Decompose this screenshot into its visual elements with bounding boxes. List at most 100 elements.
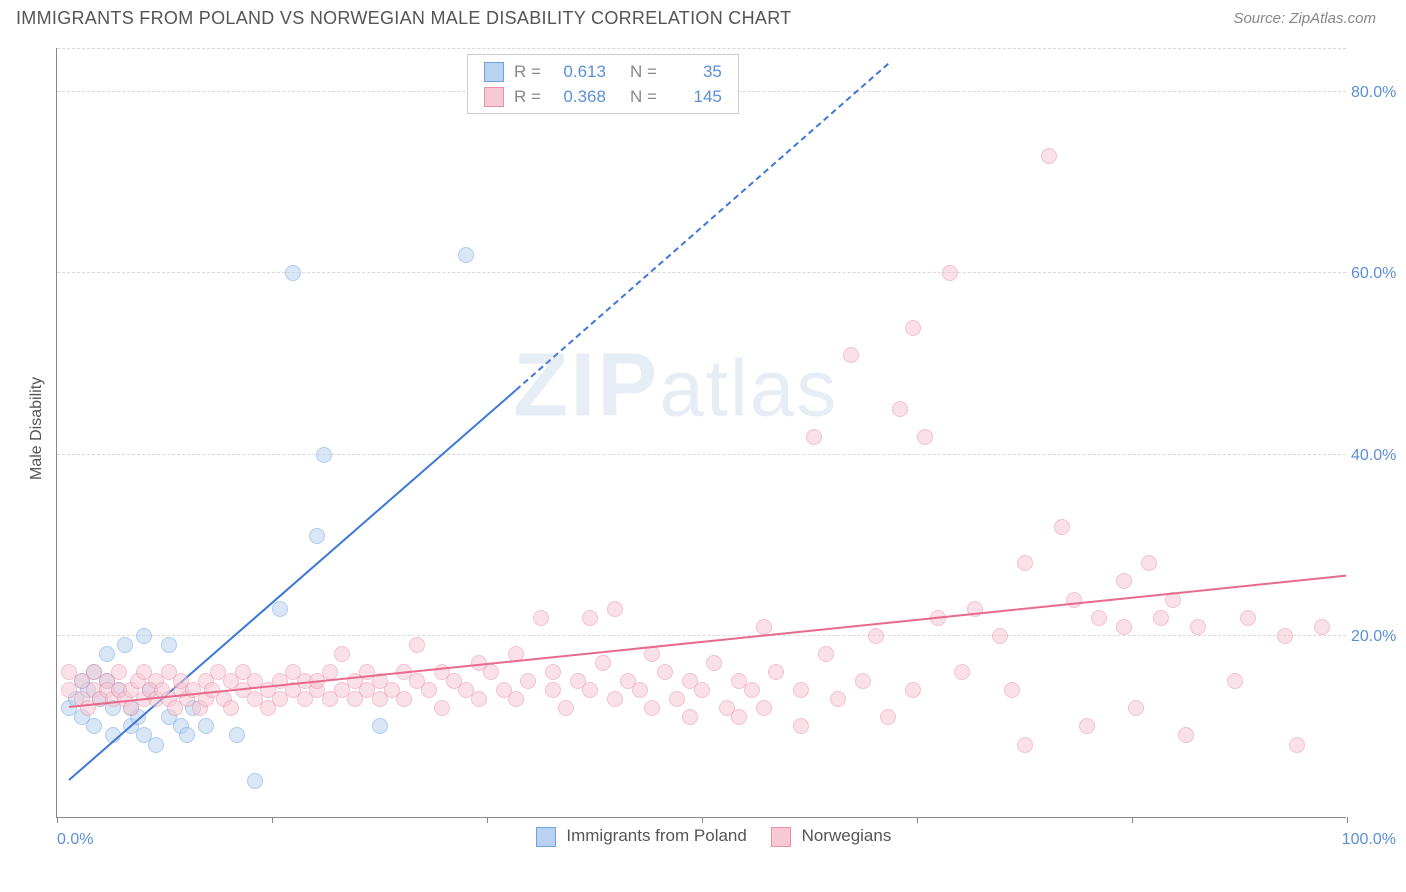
scatter-point-poland xyxy=(198,718,214,734)
scatter-point-norwegians xyxy=(657,664,673,680)
legend-swatch-icon xyxy=(484,87,504,107)
watermark-light: atlas xyxy=(659,344,838,433)
x-tick-mark xyxy=(57,817,58,823)
scatter-point-norwegians xyxy=(1041,148,1057,164)
scatter-point-norwegians xyxy=(892,401,908,417)
scatter-point-norwegians xyxy=(1116,619,1132,635)
scatter-point-norwegians xyxy=(545,682,561,698)
scatter-point-norwegians xyxy=(793,682,809,698)
scatter-point-norwegians xyxy=(533,610,549,626)
scatter-point-norwegians xyxy=(905,320,921,336)
scatter-point-norwegians xyxy=(756,700,772,716)
y-tick-label: 60.0% xyxy=(1351,265,1406,283)
scatter-point-norwegians xyxy=(421,682,437,698)
scatter-point-norwegians xyxy=(396,691,412,707)
legend-n-label: N = xyxy=(630,59,657,84)
x-tick-mark xyxy=(702,817,703,823)
scatter-point-norwegians xyxy=(1277,628,1293,644)
scatter-point-norwegians xyxy=(942,265,958,281)
scatter-point-norwegians xyxy=(582,610,598,626)
y-tick-label: 40.0% xyxy=(1351,447,1406,465)
scatter-point-norwegians xyxy=(1227,673,1243,689)
scatter-point-poland xyxy=(272,601,288,617)
gridline xyxy=(57,454,1346,455)
scatter-point-norwegians xyxy=(756,619,772,635)
x-tick-mark xyxy=(487,817,488,823)
legend-series-label: Norwegians xyxy=(797,826,892,845)
scatter-point-norwegians xyxy=(582,682,598,698)
scatter-point-poland xyxy=(372,718,388,734)
legend-swatch-icon xyxy=(536,827,556,847)
gridline xyxy=(57,635,1346,636)
x-tick-mark xyxy=(1132,817,1133,823)
scatter-point-norwegians xyxy=(1116,573,1132,589)
x-tick-mark xyxy=(1347,817,1348,823)
scatter-point-norwegians xyxy=(917,429,933,445)
legend-r-value: 0.368 xyxy=(551,84,606,109)
legend-swatch-icon xyxy=(771,827,791,847)
y-axis-label: Male Disability xyxy=(28,377,46,480)
legend-n-value: 145 xyxy=(667,84,722,109)
scatter-point-norwegians xyxy=(1240,610,1256,626)
scatter-point-norwegians xyxy=(1079,718,1095,734)
legend-r-label: R = xyxy=(514,59,541,84)
scatter-point-norwegians xyxy=(905,682,921,698)
scatter-point-poland xyxy=(148,737,164,753)
gridline xyxy=(57,48,1346,49)
scatter-point-norwegians xyxy=(334,646,350,662)
legend-swatch-icon xyxy=(484,62,504,82)
chart-title: IMMIGRANTS FROM POLAND VS NORWEGIAN MALE… xyxy=(16,8,791,29)
scatter-point-norwegians xyxy=(1017,737,1033,753)
scatter-point-poland xyxy=(161,637,177,653)
scatter-point-poland xyxy=(316,447,332,463)
scatter-point-norwegians xyxy=(508,691,524,707)
gridline xyxy=(57,272,1346,273)
scatter-point-norwegians xyxy=(632,682,648,698)
scatter-point-norwegians xyxy=(1178,727,1194,743)
y-tick-label: 20.0% xyxy=(1351,628,1406,646)
scatter-point-norwegians xyxy=(434,700,450,716)
legend-series-label: Immigrants from Poland xyxy=(562,826,747,845)
scatter-point-norwegians xyxy=(992,628,1008,644)
x-axis-max-label: 100.0% xyxy=(1342,831,1396,849)
scatter-point-poland xyxy=(99,646,115,662)
scatter-point-norwegians xyxy=(1153,610,1169,626)
scatter-point-norwegians xyxy=(868,628,884,644)
scatter-point-poland xyxy=(309,528,325,544)
legend-r-value: 0.613 xyxy=(551,59,606,84)
legend-r-label: R = xyxy=(514,84,541,109)
scatter-point-norwegians xyxy=(520,673,536,689)
chart-plot-area: ZIPatlas R =0.613N =35R =0.368N =145 Imm… xyxy=(56,48,1346,818)
x-tick-mark xyxy=(272,817,273,823)
legend-n-value: 35 xyxy=(667,59,722,84)
watermark-bold: ZIP xyxy=(513,336,659,436)
scatter-point-norwegians xyxy=(1190,619,1206,635)
scatter-point-norwegians xyxy=(607,691,623,707)
scatter-point-norwegians xyxy=(1004,682,1020,698)
scatter-point-norwegians xyxy=(1289,737,1305,753)
legend-series: Immigrants from Poland Norwegians xyxy=(57,826,1346,847)
scatter-point-norwegians xyxy=(694,682,710,698)
scatter-point-norwegians xyxy=(768,664,784,680)
scatter-point-norwegians xyxy=(1314,619,1330,635)
scatter-point-norwegians xyxy=(682,709,698,725)
scatter-point-norwegians xyxy=(545,664,561,680)
scatter-point-norwegians xyxy=(607,601,623,617)
legend-stat-row: R = 0.368 N = 145 xyxy=(484,84,722,109)
x-tick-mark xyxy=(917,817,918,823)
scatter-point-norwegians xyxy=(954,664,970,680)
scatter-point-norwegians xyxy=(223,700,239,716)
scatter-point-poland xyxy=(247,773,263,789)
scatter-point-norwegians xyxy=(843,347,859,363)
chart-source: Source: ZipAtlas.com xyxy=(1233,10,1376,27)
legend-n-label: N = xyxy=(630,84,657,109)
scatter-point-norwegians xyxy=(1054,519,1070,535)
scatter-point-norwegians xyxy=(855,673,871,689)
legend-stat-row: R = 0.613 N = 35 xyxy=(484,59,722,84)
scatter-point-norwegians xyxy=(1091,610,1107,626)
scatter-point-norwegians xyxy=(1017,555,1033,571)
trend-line xyxy=(69,389,517,780)
scatter-point-norwegians xyxy=(1128,700,1144,716)
scatter-point-poland xyxy=(179,727,195,743)
scatter-point-norwegians xyxy=(806,429,822,445)
